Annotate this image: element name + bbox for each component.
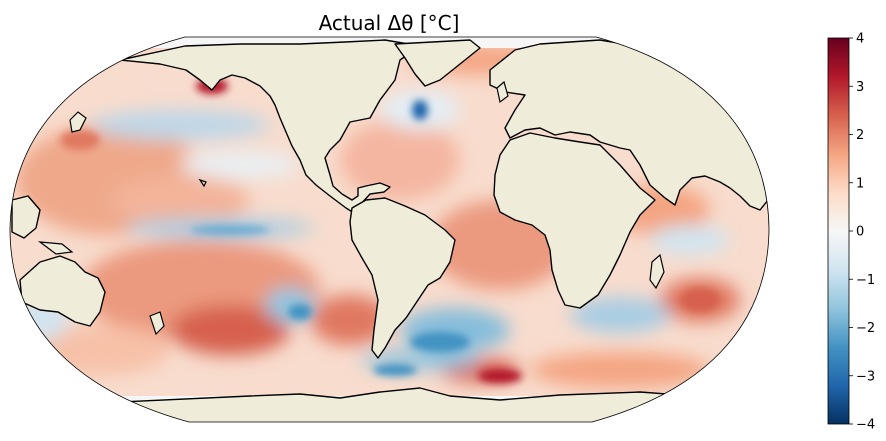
landmass-greenland (394, 39, 481, 87)
island-uk (496, 80, 509, 104)
island-hawaii (198, 178, 207, 188)
colorbar-tick-label: 4 (856, 32, 864, 47)
landmass-south-america (349, 197, 456, 359)
colorbar-tick-label: −2 (856, 321, 875, 336)
colorbar-ticks: 4 3 2 1 0 −1 −2 −3 −4 (849, 32, 875, 433)
colorbar-tick-label: −3 (856, 369, 875, 384)
map-outline (9, 36, 770, 423)
anomaly-detail (60, 78, 720, 383)
colorbar-tick-label: 2 (856, 128, 864, 143)
landmass-africa (493, 132, 656, 309)
landmass-antarctica (10, 387, 769, 422)
colorbar: 4 3 2 1 0 −1 −2 −3 −4 (827, 32, 875, 433)
map-title: Actual Δθ [°C] (319, 11, 460, 35)
colorbar-tick-label: 0 (856, 225, 864, 240)
colorbar-gradient (827, 37, 850, 425)
landmass-australia (19, 255, 106, 327)
colorbar-tick-label: −1 (856, 273, 875, 288)
island-new-guinea (37, 241, 74, 255)
island-new-zealand (149, 311, 165, 336)
colorbar-tick-label: 3 (856, 80, 864, 95)
landmass-north-america (119, 39, 421, 214)
landmass-southeast-asia (11, 195, 41, 239)
colorbar-tick-label: 1 (856, 176, 864, 191)
map-panel (10, 37, 769, 422)
island-madagascar (649, 253, 665, 290)
colorbar-tick-label: −4 (856, 418, 875, 433)
island-japan (69, 111, 87, 133)
